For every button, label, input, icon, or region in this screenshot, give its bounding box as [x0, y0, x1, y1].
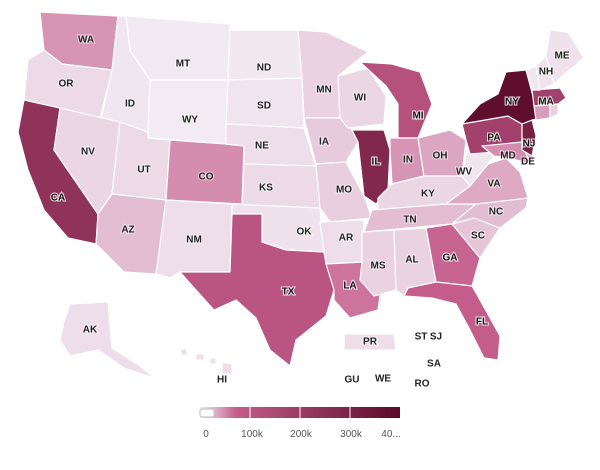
state-GA[interactable] [425, 223, 481, 287]
state-TX[interactable] [179, 213, 335, 367]
state-FL[interactable] [403, 281, 501, 361]
state-IA[interactable] [303, 117, 359, 165]
legend-range-handle[interactable] [199, 408, 215, 418]
territory-label-WE: WE [375, 374, 391, 385]
territory-label-SJ: SJ [430, 332, 442, 343]
territory-label-GU: GU [345, 375, 360, 386]
state-OH[interactable] [417, 129, 467, 177]
territory-label-ST: ST [415, 332, 428, 343]
territory-label-RO: RO [415, 379, 430, 390]
state-MA[interactable] [531, 87, 567, 107]
color-legend: 0 100k 200k 300k 40... [199, 407, 401, 440]
territory-label-SA: SA [427, 359, 441, 370]
legend-tick-3: 300k [340, 429, 363, 440]
state-WY[interactable] [147, 79, 229, 145]
state-MD[interactable] [481, 141, 531, 165]
state-NM[interactable] [155, 199, 233, 279]
state-HI[interactable] [179, 347, 233, 375]
states-layer [17, 11, 585, 379]
state-RI[interactable] [549, 103, 559, 119]
state-CO[interactable] [165, 139, 245, 205]
legend-tick-0: 0 [203, 429, 209, 440]
label-HI: HI [217, 375, 227, 386]
state-MS[interactable] [359, 229, 397, 297]
state-AZ[interactable] [95, 193, 167, 275]
state-AR[interactable] [319, 219, 365, 265]
state-AK[interactable] [59, 301, 155, 379]
state-NJ[interactable] [521, 119, 537, 157]
state-SD[interactable] [225, 77, 305, 129]
legend-tick-4: 40... [381, 429, 400, 440]
state-ND[interactable] [227, 29, 303, 81]
legend-tick-2: 200k [290, 429, 313, 440]
state-PR[interactable] [343, 333, 397, 351]
state-ME[interactable] [545, 29, 585, 85]
legend-tick-1: 100k [241, 429, 264, 440]
state-KS[interactable] [241, 163, 321, 209]
